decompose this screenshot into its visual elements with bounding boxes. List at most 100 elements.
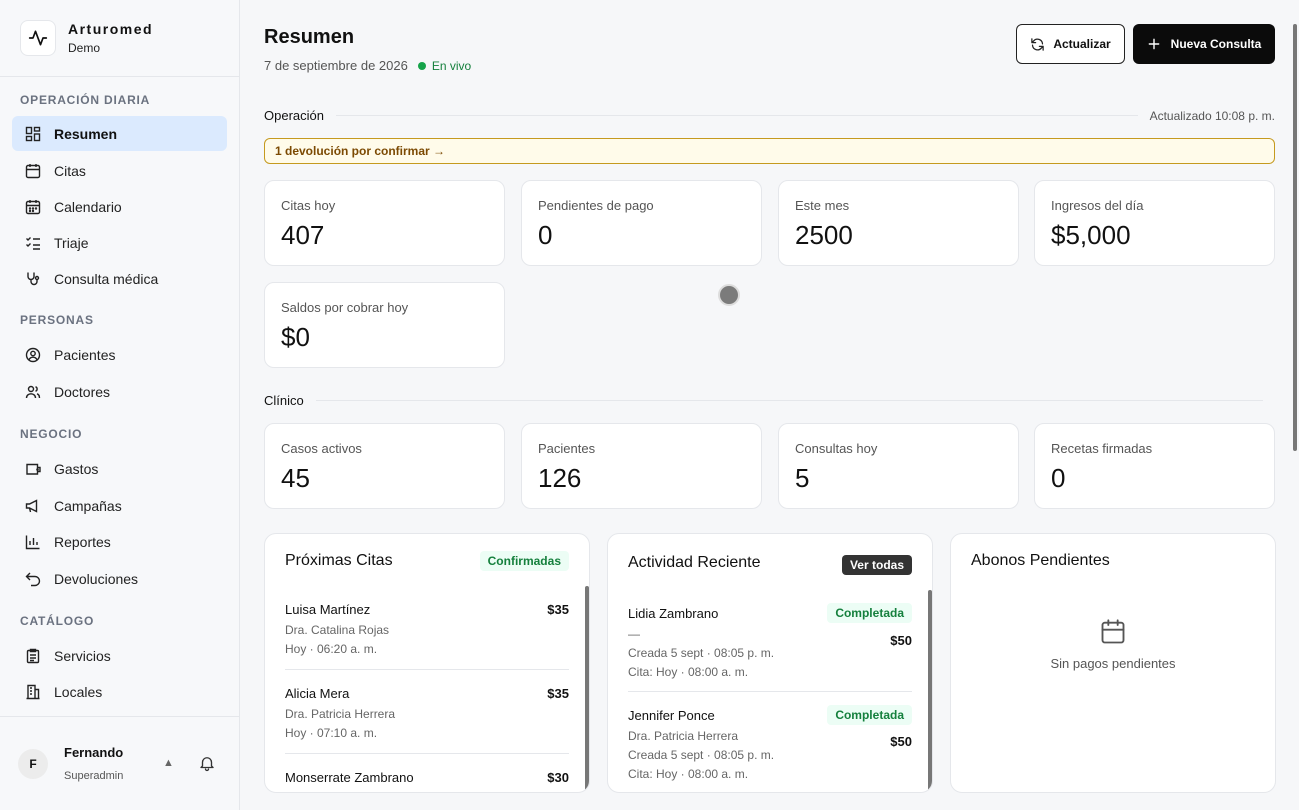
stat-value: 126 [538, 463, 582, 493]
appointment-time: Hoy · 07:10 a. m. [285, 726, 378, 740]
abonos-pendientes-panel: Abonos Pendientes Sin pagos pendientes [950, 533, 1276, 793]
caret-up-icon[interactable]: ▲ [163, 757, 174, 769]
sidebar-item-resumen[interactable]: Resumen [12, 116, 227, 151]
empty-text: Sin pagos pendientes [1050, 656, 1176, 671]
sidebar-item-campanas[interactable]: Campañas [12, 488, 227, 523]
divider [315, 400, 1263, 401]
stat-card: Casos activos 45 [264, 423, 505, 509]
list-item[interactable]: Alicia Mera Dra. Patricia Herrera Hoy · … [285, 686, 569, 740]
date-text: 7 de septiembre de 2026 [264, 58, 408, 73]
sidebar-item-label: Doctores [54, 383, 111, 400]
stat-value: 45 [281, 463, 310, 493]
refresh-button[interactable]: Actualizar [1016, 24, 1125, 64]
stat-label: Consultas hoy [795, 441, 878, 456]
scrollbar[interactable] [928, 590, 932, 792]
stat-label: Recetas firmadas [1051, 441, 1153, 456]
bell-icon[interactable] [198, 754, 216, 772]
doctor-name: Dra. Catalina Rojas [285, 623, 390, 637]
refund-alert[interactable]: 1 devolución por confirmar → [264, 138, 1275, 164]
panel-title: Actividad Reciente [628, 554, 761, 571]
sidebar-item-label: Campañas [54, 497, 122, 514]
sidebar-item-consulta-medica[interactable]: Consulta médica [12, 261, 227, 296]
sidebar-item-label: Citas [54, 162, 86, 179]
doctor-name: Dra. Patricia Herrera [285, 707, 396, 721]
sidebar-item-pacientes[interactable]: Pacientes [12, 337, 227, 372]
stat-value: 0 [538, 220, 553, 250]
sidebar-item-locales[interactable]: Locales [12, 674, 227, 709]
status-badge: Confirmadas [479, 551, 569, 571]
stat-card: Ingresos del día $5,000 [1034, 180, 1275, 266]
sidebar-item-label: Servicios [54, 647, 111, 664]
sidebar-item-label: Triaje [54, 234, 89, 251]
new-consulta-button[interactable]: Nueva Consulta [1133, 24, 1275, 64]
stat-value: $0 [281, 322, 310, 352]
bar-chart-icon [25, 534, 41, 550]
patient-name: Lidia Zambrano [628, 606, 719, 621]
list-item[interactable]: Jennifer Ponce Dra. Patricia Herrera Cre… [628, 705, 912, 781]
divider [285, 669, 569, 670]
stat-value: 407 [281, 220, 325, 250]
stat-card: Citas hoy 407 [264, 180, 505, 266]
refresh-icon [1031, 37, 1045, 51]
patient-name: Monserrate Zambrano [285, 770, 414, 785]
view-all-button[interactable]: Ver todas [841, 555, 912, 575]
sidebar-item-label: Consulta médica [54, 270, 159, 287]
sidebar-item-gastos[interactable]: Gastos [12, 451, 227, 486]
brand[interactable]: Arturomed Demo [0, 0, 239, 77]
checklist-icon [25, 235, 41, 251]
users-icon [25, 384, 41, 400]
pulse-logo-icon [20, 20, 56, 56]
created-time: Creada 5 sept · 08:05 p. m. [628, 748, 775, 762]
sidebar-item-calendario[interactable]: Calendario [12, 189, 227, 224]
stat-card: Saldos por cobrar hoy $0 [264, 282, 505, 368]
sidebar-item-reportes[interactable]: Reportes [12, 524, 227, 559]
section-title: Clínico [264, 393, 304, 408]
user-circle-icon [25, 347, 41, 363]
divider [628, 691, 912, 692]
brand-name: Arturomed [68, 21, 154, 37]
list-item[interactable]: Monserrate Zambrano $30 [285, 770, 569, 785]
sidebar-item-devoluciones[interactable]: Devoluciones [12, 561, 227, 596]
amount: $50 [890, 734, 912, 749]
avatar: F [18, 748, 48, 779]
calendar-grid-icon [25, 199, 41, 215]
brand-sub: Demo [68, 41, 101, 55]
sidebar-item-label: Devoluciones [54, 570, 139, 587]
sidebar-item-label: Resumen [54, 125, 118, 142]
nav-section-title: NEGOCIO [20, 427, 83, 441]
list-item[interactable]: Luisa Martínez Dra. Catalina Rojas Hoy ·… [285, 602, 569, 656]
wallet-icon [25, 461, 41, 477]
sidebar-item-doctores[interactable]: Doctores [12, 374, 227, 409]
undo-icon [25, 571, 41, 587]
new-consulta-label: Nueva Consulta [1170, 37, 1262, 51]
user-name: Fernando [64, 745, 124, 760]
stat-value: 0 [1051, 463, 1066, 493]
refresh-label: Actualizar [1053, 37, 1111, 51]
status-badge: Completada [827, 603, 912, 623]
page-title: Resumen [264, 26, 355, 48]
sidebar: Arturomed Demo OPERACIÓN DIARIA Resumen … [0, 0, 240, 810]
scrollbar[interactable] [585, 586, 589, 792]
amount: $50 [890, 633, 912, 648]
cursor-indicator [718, 284, 740, 306]
list-item[interactable]: Lidia Zambrano — Creada 5 sept · 08:05 p… [628, 603, 912, 679]
sidebar-item-triaje[interactable]: Triaje [12, 225, 227, 260]
stat-label: Saldos por cobrar hoy [281, 300, 409, 315]
clinico-header: Clínico [264, 393, 1275, 408]
stethoscope-icon [25, 271, 41, 287]
user-menu[interactable]: F Fernando Superadmin ▲ [0, 716, 239, 810]
nav-section-title: OPERACIÓN DIARIA [20, 93, 151, 107]
stat-value: 2500 [795, 220, 853, 250]
panel-title: Abonos Pendientes [971, 552, 1110, 569]
stat-card: Recetas firmadas 0 [1034, 423, 1275, 509]
clipboard-icon [25, 648, 41, 664]
sidebar-item-label: Reportes [54, 533, 111, 550]
section-title: Operación [264, 108, 324, 123]
sidebar-item-citas[interactable]: Citas [12, 153, 227, 188]
live-dot-icon [417, 61, 426, 70]
page-scrollbar[interactable] [1293, 24, 1297, 451]
sidebar-item-servicios[interactable]: Servicios [12, 638, 227, 673]
amount: $30 [547, 770, 569, 785]
amount: $35 [547, 686, 569, 701]
divider [285, 753, 569, 754]
